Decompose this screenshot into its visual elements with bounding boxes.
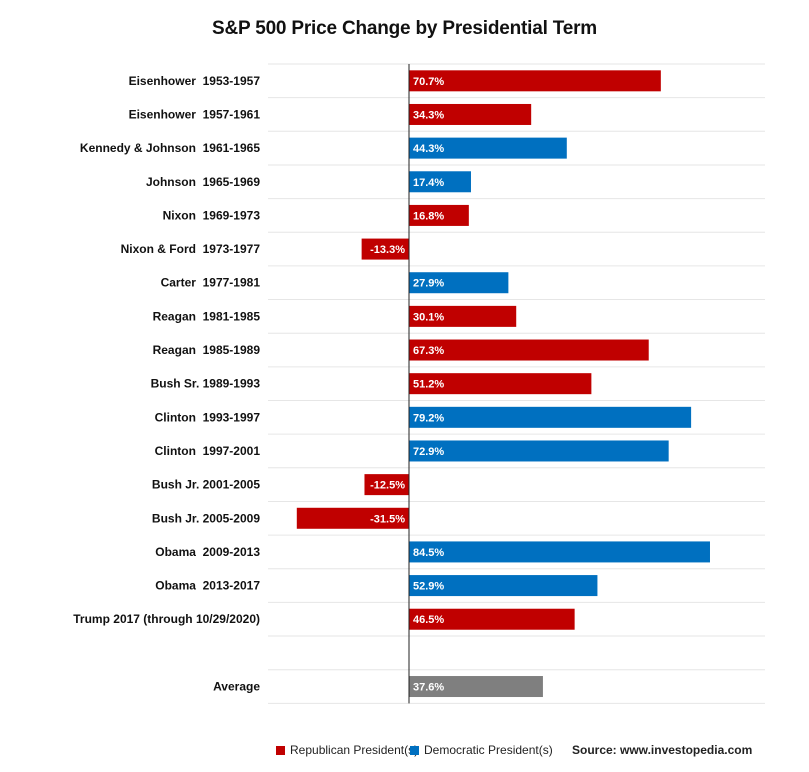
category-label: Kennedy & Johnson 1961-1965	[80, 141, 260, 155]
bar	[409, 373, 592, 395]
value-label: 37.6%	[413, 682, 444, 694]
bar	[409, 137, 567, 159]
category-label: Nixon & Ford 1973-1977	[121, 242, 261, 256]
value-label: 84.5%	[413, 547, 444, 559]
value-label: -13.3%	[370, 244, 405, 256]
chart-title: S&P 500 Price Change by Presidential Ter…	[212, 18, 597, 39]
value-label: -12.5%	[370, 480, 405, 492]
category-label: Bush Sr. 1989-1993	[151, 377, 261, 391]
value-label: 52.9%	[413, 581, 444, 593]
bars	[296, 70, 710, 698]
bar	[409, 608, 575, 630]
category-label: Average	[213, 680, 260, 694]
value-label: 46.5%	[413, 614, 444, 626]
source-note: Source: www.investopedia.com	[572, 743, 753, 757]
bar	[409, 575, 598, 597]
category-label: Eisenhower 1957-1961	[129, 107, 261, 121]
category-label: Obama 2013-2017	[155, 579, 260, 593]
legend-republican-label: Republican President(s)	[290, 743, 419, 757]
category-label: Johnson 1965-1969	[146, 175, 260, 189]
legend-republican: Republican President(s)	[276, 743, 418, 757]
value-label: 34.3%	[413, 109, 444, 121]
category-label: Nixon 1969-1973	[163, 208, 261, 222]
bar	[409, 171, 471, 193]
bar	[364, 474, 409, 496]
category-label: Carter 1977-1981	[161, 276, 261, 290]
legend-democratic: Democratic President(s)	[410, 743, 553, 757]
category-label: Reagan 1981-1985	[153, 309, 261, 323]
value-label: 67.3%	[413, 345, 444, 357]
category-labels: Eisenhower 1953-1957 Eisenhower 1957-1961…	[73, 74, 260, 694]
bar	[409, 272, 509, 294]
category-label: Bush Jr. 2005-2009	[152, 511, 260, 525]
bar	[409, 440, 669, 462]
bar	[409, 70, 661, 92]
grid-lines	[268, 63, 765, 704]
value-label: 44.3%	[413, 143, 444, 155]
bar	[409, 339, 649, 361]
category-label: Obama 2009-2013	[155, 545, 260, 559]
bar	[296, 507, 409, 529]
bar	[409, 406, 692, 428]
category-label: Reagan 1985-1989	[153, 343, 261, 357]
value-label: 17.4%	[413, 177, 444, 189]
value-labels: 70.7% 34.3% 44.3% 17.4% 16.8% -13.3% 27.9% 30.1…	[370, 76, 444, 694]
bar	[409, 541, 710, 563]
category-label: Clinton 1997-2001	[155, 444, 261, 458]
democratic-swatch	[410, 745, 419, 755]
value-label: 70.7%	[413, 76, 444, 88]
republican-swatch	[276, 745, 285, 755]
category-label: Trump 2017 (through 10/29/2020)	[73, 612, 260, 626]
bar	[409, 103, 532, 125]
bar	[409, 204, 469, 226]
value-label: 30.1%	[413, 311, 444, 323]
value-label: 27.9%	[413, 278, 444, 290]
bar	[409, 676, 543, 698]
category-label: Bush Jr. 2001-2005	[152, 478, 260, 492]
bar	[409, 305, 517, 327]
legend-democratic-label: Democratic President(s)	[424, 743, 553, 757]
value-label: 79.2%	[413, 412, 444, 424]
value-label: 51.2%	[413, 379, 444, 391]
category-label: Eisenhower 1953-1957	[129, 74, 261, 88]
value-label: -31.5%	[370, 513, 405, 525]
category-label: Clinton 1993-1997	[155, 410, 261, 424]
value-label: 72.9%	[413, 446, 444, 458]
bar	[361, 238, 409, 260]
value-label: 16.8%	[413, 210, 444, 222]
